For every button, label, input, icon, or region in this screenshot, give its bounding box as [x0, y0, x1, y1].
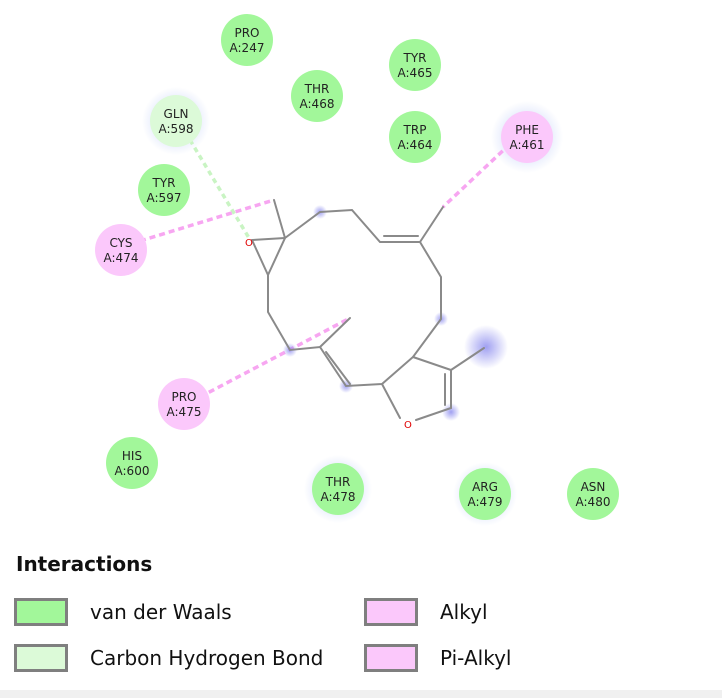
residue-circle-trp464	[389, 111, 441, 163]
residue-name-trp464: TRP	[403, 123, 427, 137]
legend: Interactions van der Waals Carbon Hydrog…	[0, 540, 722, 698]
residue-chain-pro475: A:475	[167, 405, 202, 419]
residue-chain-arg479: A:479	[468, 495, 503, 509]
residue-chain-cys474: A:474	[104, 251, 139, 265]
solvent-halos	[95, 87, 563, 526]
residue-name-thr468: THR	[304, 82, 330, 96]
residue-chain-his600: A:600	[115, 464, 150, 478]
alkyl-line-cys474	[139, 198, 275, 243]
legend-label-van-der-waals: van der Waals	[90, 600, 232, 624]
residue-name-arg479: ARG	[472, 480, 498, 494]
residue-circle-tyr465	[389, 39, 441, 91]
legend-item-van-der-waals: van der Waals	[14, 595, 232, 629]
legend-swatch-van-der-waals	[14, 598, 68, 626]
pi-alkyl-line-phe461	[441, 142, 512, 209]
residue-circle-thr468	[291, 70, 343, 122]
legend-swatch-carbon-hydrogen-bond	[14, 644, 68, 672]
legend-label-alkyl: Alkyl	[440, 600, 488, 624]
residue-circle-his600	[106, 437, 158, 489]
interaction-lines	[139, 139, 512, 399]
legend-swatch-alkyl	[364, 598, 418, 626]
residue-chain-phe461: A:461	[510, 138, 545, 152]
legend-label-carbon-hydrogen-bond: Carbon Hydrogen Bond	[90, 646, 324, 670]
residue-circle-cys474	[95, 224, 147, 276]
residue-name-phe461: PHE	[515, 123, 539, 137]
residue-name-his600: HIS	[122, 449, 142, 463]
residue-circle-phe461	[501, 111, 553, 163]
residue-circle-thr478	[312, 463, 364, 515]
ligand-solvent-glows	[283, 205, 508, 421]
residue-circle-gln598	[150, 95, 202, 147]
residue-name-cys474: CYS	[109, 236, 132, 250]
ch-bond-line-gln598	[188, 139, 251, 239]
residue-circle-tyr597	[138, 164, 190, 216]
legend-label-pi-alkyl: Pi-Alkyl	[440, 646, 512, 670]
legend-item-pi-alkyl: Pi-Alkyl	[364, 641, 511, 675]
ligand-structure	[251, 199, 485, 421]
residue-circle-asn480	[567, 468, 619, 520]
bottom-divider	[0, 690, 722, 698]
residue-circle-pro475	[158, 378, 210, 430]
residue-chain-tyr465: A:465	[398, 66, 433, 80]
legend-swatch-pi-alkyl	[364, 644, 418, 672]
alkyl-line-pro475	[199, 316, 351, 399]
residue-name-tyr597: TYR	[152, 176, 176, 190]
residue-name-asn480: ASN	[581, 480, 606, 494]
residue-chain-thr478: A:478	[321, 490, 356, 504]
residue-chain-trp464: A:464	[398, 138, 433, 152]
residue-chain-pro247: A:247	[230, 41, 265, 55]
legend-item-alkyl: Alkyl	[364, 595, 488, 629]
residue-chain-tyr597: A:597	[147, 191, 182, 205]
residue-name-gln598: GLN	[164, 107, 189, 121]
epoxide-oxygen-label: O	[245, 238, 253, 249]
residue-name-pro475: PRO	[171, 390, 196, 404]
furan-oxygen-label: O	[404, 420, 412, 431]
residue-name-pro247: PRO	[234, 26, 259, 40]
residue-name-tyr465: TYR	[403, 51, 427, 65]
residue-chain-gln598: A:598	[159, 122, 194, 136]
legend-item-carbon-hydrogen-bond: Carbon Hydrogen Bond	[14, 641, 323, 675]
residue-name-thr478: THR	[325, 475, 351, 489]
residue-chain-asn480: A:480	[576, 495, 611, 509]
residue-chain-thr468: A:468	[300, 97, 335, 111]
residue-circle-arg479	[459, 468, 511, 520]
residue-circle-pro247	[221, 14, 273, 66]
legend-title: Interactions	[16, 552, 153, 576]
